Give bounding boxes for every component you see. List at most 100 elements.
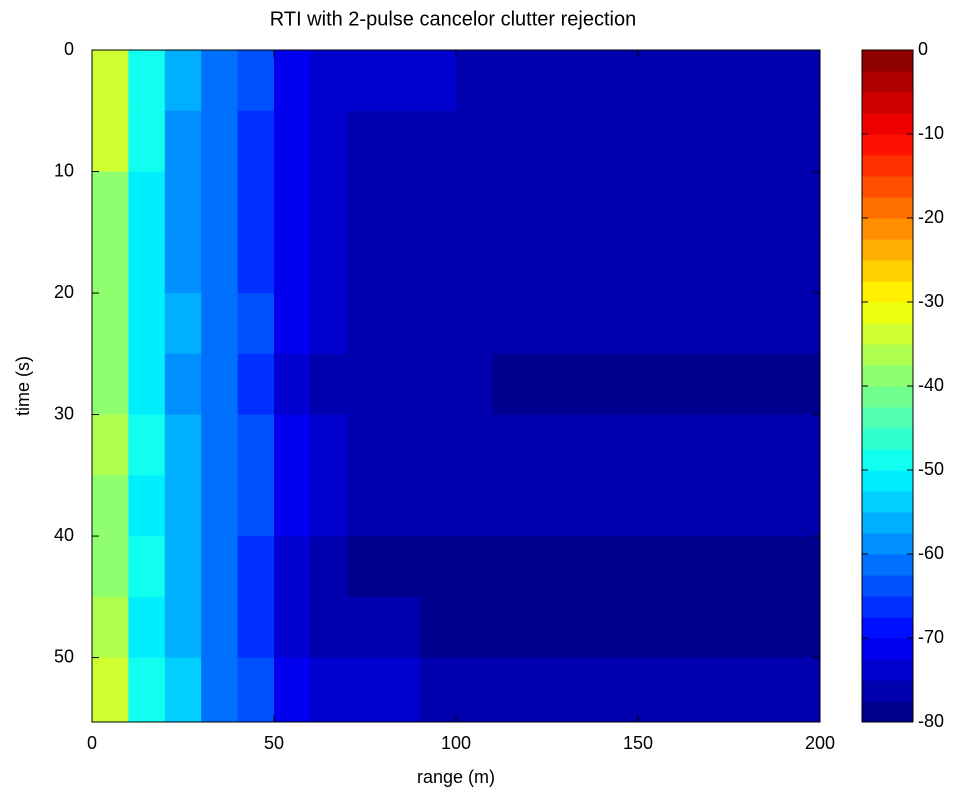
y-tick-label: 10 [54, 160, 74, 180]
heatmap-cell [528, 475, 566, 537]
colorbar-segment [862, 218, 913, 240]
colorbar-segment [862, 512, 913, 534]
colorbar-segment [862, 239, 913, 261]
heatmap-cell [565, 110, 603, 173]
heatmap-cell [638, 110, 675, 173]
y-tick-label: 40 [54, 525, 74, 545]
heatmap-cell [747, 536, 785, 598]
heatmap-cell [492, 536, 530, 598]
heatmap-cell [710, 232, 748, 294]
colorbar-tick-label: -80 [918, 711, 944, 731]
heatmap-cell [201, 536, 239, 598]
heatmap-cell [710, 475, 748, 537]
heatmap-cell [638, 536, 675, 598]
heatmap-cell [237, 110, 275, 173]
heatmap-cell [674, 171, 712, 233]
heatmap-cell [419, 536, 457, 598]
heatmap-cell [528, 110, 566, 173]
heatmap-cell [310, 414, 348, 476]
heatmap-cell [383, 110, 421, 173]
heatmap-cell [92, 171, 129, 233]
x-tick-label: 50 [264, 733, 284, 753]
heatmap-cell [346, 596, 384, 659]
heatmap-cell [164, 110, 202, 173]
y-tick-label: 50 [54, 646, 74, 666]
heatmap-cell [237, 657, 275, 723]
heatmap-cell [710, 596, 748, 659]
heatmap-cell [674, 596, 712, 659]
heatmap-cell [528, 232, 566, 294]
colorbar-segment [862, 659, 913, 681]
heatmap-cell [128, 171, 166, 233]
heatmap-cell [783, 536, 821, 598]
heatmap-cell [346, 353, 384, 416]
heatmap-cell [710, 657, 748, 723]
heatmap-cell [747, 596, 785, 659]
heatmap-cell [92, 353, 129, 416]
colorbar-segment [862, 596, 913, 618]
heatmap-cell [164, 232, 202, 294]
heatmap-cell [419, 110, 457, 173]
heatmap-cell [274, 353, 311, 416]
heatmap-cell [492, 414, 530, 476]
colorbar: 0 -10 -20 -30 -40 -50 -60 -70 -80 [861, 39, 944, 731]
heatmap-cell [456, 353, 493, 416]
heatmap-cell [710, 414, 748, 476]
heatmap-cell [492, 353, 530, 416]
heatmap-cell [237, 232, 275, 294]
colorbar-segment [862, 617, 913, 639]
heatmap-cell [601, 293, 639, 355]
heatmap-cell [346, 536, 384, 598]
colorbar-tick-label: -30 [918, 291, 944, 311]
heatmap-cell [492, 657, 530, 723]
heatmap-cell [747, 353, 785, 416]
heatmap-cell [419, 657, 457, 723]
heatmap-cell [638, 657, 675, 723]
colorbar-tick-label: -20 [918, 207, 944, 227]
heatmap-cell [92, 414, 129, 476]
colorbar-segment [862, 92, 913, 114]
heatmap-cell [274, 110, 311, 173]
heatmap-cell [164, 293, 202, 355]
heatmap-cell [92, 50, 129, 112]
heatmap-cell [310, 110, 348, 173]
heatmap-cell [346, 232, 384, 294]
colorbar-tick-label: 0 [918, 39, 928, 59]
heatmap-cell [237, 353, 275, 416]
heatmap-cell [638, 293, 675, 355]
heatmap-cell [310, 475, 348, 537]
heatmap-cell [383, 596, 421, 659]
heatmap-cell [638, 50, 675, 112]
heatmap-cell [419, 50, 457, 112]
heatmap-cell [492, 475, 530, 537]
heatmap-cell [528, 50, 566, 112]
heatmap-cell [346, 414, 384, 476]
colorbar-segment [862, 638, 913, 660]
heatmap-cell [601, 50, 639, 112]
heatmap-cell [346, 110, 384, 173]
heatmap-cell [710, 536, 748, 598]
heatmap-cell [201, 353, 239, 416]
heatmap-cell [601, 475, 639, 537]
heatmap-cell [346, 293, 384, 355]
axes: 0 50 100 150 200 0 10 20 30 40 50 [54, 39, 835, 753]
heatmap-cell [492, 171, 530, 233]
heatmap-cell [456, 414, 493, 476]
heatmap-cell [492, 293, 530, 355]
heatmap-cell [710, 50, 748, 112]
heatmap-cell [565, 171, 603, 233]
heatmap-cell [128, 596, 166, 659]
heatmap-cell [164, 596, 202, 659]
colorbar-segment [862, 386, 913, 408]
heatmap-cell [383, 50, 421, 112]
colorbar-segment [862, 701, 913, 723]
heatmap-cell [237, 536, 275, 598]
colorbar-segment [862, 134, 913, 156]
heatmap-cell [638, 171, 675, 233]
heatmap-cell [383, 414, 421, 476]
heatmap-cell [456, 536, 493, 598]
heatmap-cell [601, 171, 639, 233]
heatmap-cell [274, 232, 311, 294]
colorbar-segment [862, 575, 913, 597]
heatmap-cell [237, 414, 275, 476]
